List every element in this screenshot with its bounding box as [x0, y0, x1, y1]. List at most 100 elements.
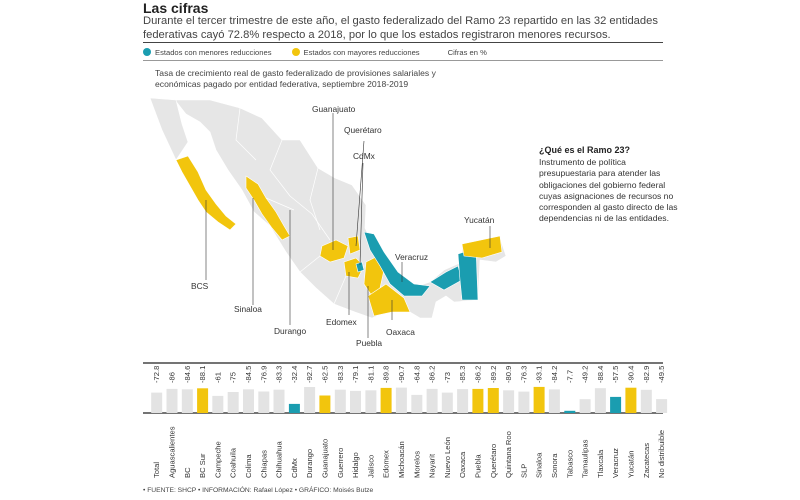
- map-label-sinaloa: Sinaloa: [234, 304, 262, 314]
- sidebar-text: Instrumento de política presupuestaria p…: [539, 157, 678, 224]
- category-label: BC Sur: [198, 453, 207, 478]
- legend-swatch-high: [291, 48, 300, 56]
- divider: [143, 60, 663, 61]
- bar-value-label: -89.2: [489, 366, 498, 383]
- map-state-bcs: [175, 155, 237, 231]
- map-label-oaxaca: Oaxaca: [386, 327, 415, 337]
- bar-value-label: -76.3: [519, 366, 528, 383]
- footer-credits: • FUENTE: SHCP • INFORMACIÓN: Rafael Lóp…: [143, 487, 374, 494]
- map-label-edomex: Edomex: [326, 317, 357, 327]
- map-state-borders: [235, 107, 347, 305]
- bar-value-label: -90.7: [397, 366, 406, 383]
- bar-value-label: -92.7: [305, 366, 314, 383]
- category-label: Guerrero: [336, 448, 345, 478]
- bar-value-label: -82.9: [642, 366, 651, 383]
- bar-jalisco: [365, 390, 377, 413]
- bar-colima: [243, 389, 254, 413]
- bar-yucat-n: [625, 387, 637, 413]
- map-label-yucatan: Yucatán: [464, 215, 495, 225]
- category-label: Tamaulipas: [581, 439, 590, 478]
- map-mainland: [174, 99, 507, 319]
- bar-campeche: [212, 395, 224, 413]
- category-label: Querétaro: [489, 444, 498, 478]
- category-label: Sinaloa: [535, 452, 544, 478]
- bar-value-label: -80.9: [504, 366, 513, 383]
- legend-item-low: Estados con menores reducciones: [143, 48, 272, 57]
- map-state-yucatan: [461, 235, 503, 259]
- map-label-cdmx: CdMx: [353, 151, 375, 161]
- category-label: Oaxaca: [458, 451, 467, 478]
- legend-label-high: Estados con mayores reducciones: [303, 47, 420, 57]
- bar-guerrero: [334, 389, 346, 413]
- category-label: Nayarit: [428, 453, 437, 478]
- bar-value-label: -83.3: [275, 366, 284, 383]
- map-state-queretaro: [347, 235, 361, 255]
- bar-value-label: -93.1: [535, 366, 544, 383]
- map-label-bcs: BCS: [191, 281, 209, 291]
- map-label-queretaro: Querétaro: [344, 125, 382, 135]
- bar-chihuahua: [273, 389, 285, 413]
- bar-veracruz: [610, 396, 622, 413]
- divider: [143, 42, 663, 43]
- bar-value-label: -79.1: [351, 366, 360, 383]
- bar-value-label: -86.2: [473, 366, 482, 383]
- bar-value-label: -7.7: [565, 370, 574, 383]
- category-label: Zacatecas: [642, 443, 651, 478]
- bar-nayarit: [426, 388, 438, 413]
- map-baja: [149, 97, 189, 161]
- bar-slp: [518, 391, 530, 413]
- bar-value-label: -32.4: [290, 366, 299, 383]
- category-label: Total: [152, 462, 161, 478]
- category-label: Morelos: [412, 451, 421, 478]
- legend-label-low: Estados con menores reducciones: [155, 47, 272, 57]
- category-label: Hidalgo: [351, 452, 360, 478]
- map-label-guanajuato: Guanajuato: [312, 104, 356, 114]
- bar-cdmx: [288, 403, 300, 413]
- category-label: Durango: [305, 449, 314, 478]
- page-title: Las cifras: [143, 0, 209, 16]
- bar-bc: [181, 389, 193, 413]
- map-label-puebla: Puebla: [356, 338, 383, 348]
- bar-value-label: -49.5: [657, 366, 666, 383]
- bar-value-label: -86.2: [428, 366, 437, 383]
- bar-value-label: -89.8: [382, 366, 391, 383]
- bar-sonora: [548, 389, 560, 413]
- bar-value-label: -86: [168, 372, 177, 383]
- category-label: Tlaxcala: [596, 449, 605, 478]
- map-caption: Tasa de crecimiento real de gasto federa…: [155, 68, 436, 89]
- category-label: Nuevo León: [443, 437, 452, 478]
- bar-value-label: -64.8: [412, 366, 421, 383]
- bar-value-label: -90.4: [626, 366, 635, 383]
- bar-edomex: [380, 387, 392, 413]
- bar-tlaxcala: [594, 388, 606, 413]
- category-label: Chihuahua: [275, 440, 284, 478]
- category-label: Jalisco: [366, 455, 375, 478]
- bar-value-label: -73: [443, 372, 452, 383]
- bar-value-label: -72.8: [152, 366, 161, 383]
- bar-oaxaca: [457, 389, 469, 413]
- bar-guanajuato: [319, 395, 331, 413]
- category-label: BC: [183, 467, 192, 478]
- bar-value-label: -85.3: [458, 366, 467, 383]
- bar-value-label: -84.5: [244, 366, 253, 383]
- map-leader-lines: [205, 113, 491, 338]
- bar-value-label: -84.2: [550, 366, 559, 383]
- sidebar-title: ¿Qué es el Ramo 23?: [539, 145, 631, 155]
- legend-swatch-low: [143, 48, 151, 56]
- map-label-durango: Durango: [274, 326, 307, 336]
- bar-quintana-roo: [503, 390, 515, 413]
- page-subtitle: Durante el tercer trimestre de este año,…: [143, 15, 658, 41]
- bar-zacatecas: [640, 389, 652, 413]
- bar-michoac-n: [395, 387, 407, 413]
- bar-value-label: -62.5: [320, 366, 329, 383]
- category-label: Chiapas: [259, 450, 268, 478]
- bar-nuevo-le-n: [441, 392, 453, 413]
- category-label: Puebla: [473, 454, 482, 478]
- category-label: Veracruz: [611, 448, 620, 478]
- bar-no-distribuible: [656, 399, 668, 413]
- bar-durango: [304, 387, 316, 413]
- map-state-oaxaca: [367, 283, 411, 317]
- bar-value-label: -57.5: [611, 366, 620, 383]
- bar-aguascalientes: [166, 388, 178, 413]
- map-state-veracruz: [363, 231, 431, 297]
